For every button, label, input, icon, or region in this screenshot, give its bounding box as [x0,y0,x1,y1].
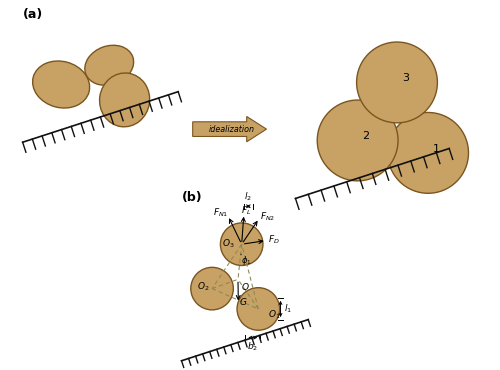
Ellipse shape [32,61,90,108]
Text: $F_{N2}$: $F_{N2}$ [260,210,275,223]
Text: $F_D$: $F_D$ [268,233,280,246]
Text: $l_1$: $l_1$ [284,303,292,315]
Circle shape [237,288,280,330]
Circle shape [220,223,263,266]
Text: $O$: $O$ [241,281,250,292]
Circle shape [388,112,468,193]
Text: (a): (a) [22,7,43,21]
Text: $\phi_1$: $\phi_1$ [241,255,252,268]
Text: $F_{N1}$: $F_{N1}$ [212,206,228,219]
Text: $O_3$: $O_3$ [222,237,234,249]
Ellipse shape [100,73,150,127]
Text: $G$: $G$ [238,296,247,307]
Text: $O_2$: $O_2$ [196,280,209,293]
Text: (b): (b) [182,191,202,204]
Text: 2: 2 [362,131,370,141]
Text: idealization: idealization [208,125,254,134]
Text: 1: 1 [433,144,440,154]
FancyArrow shape [192,117,266,142]
Circle shape [317,100,398,181]
Text: $l_2$: $l_2$ [244,191,252,203]
Text: 3: 3 [402,73,409,83]
Text: $F_L$: $F_L$ [242,205,252,217]
Circle shape [191,267,234,310]
Ellipse shape [85,45,134,85]
Text: $b_2$: $b_2$ [247,341,258,353]
Circle shape [356,42,438,123]
Text: $O_1$: $O_1$ [268,308,280,321]
